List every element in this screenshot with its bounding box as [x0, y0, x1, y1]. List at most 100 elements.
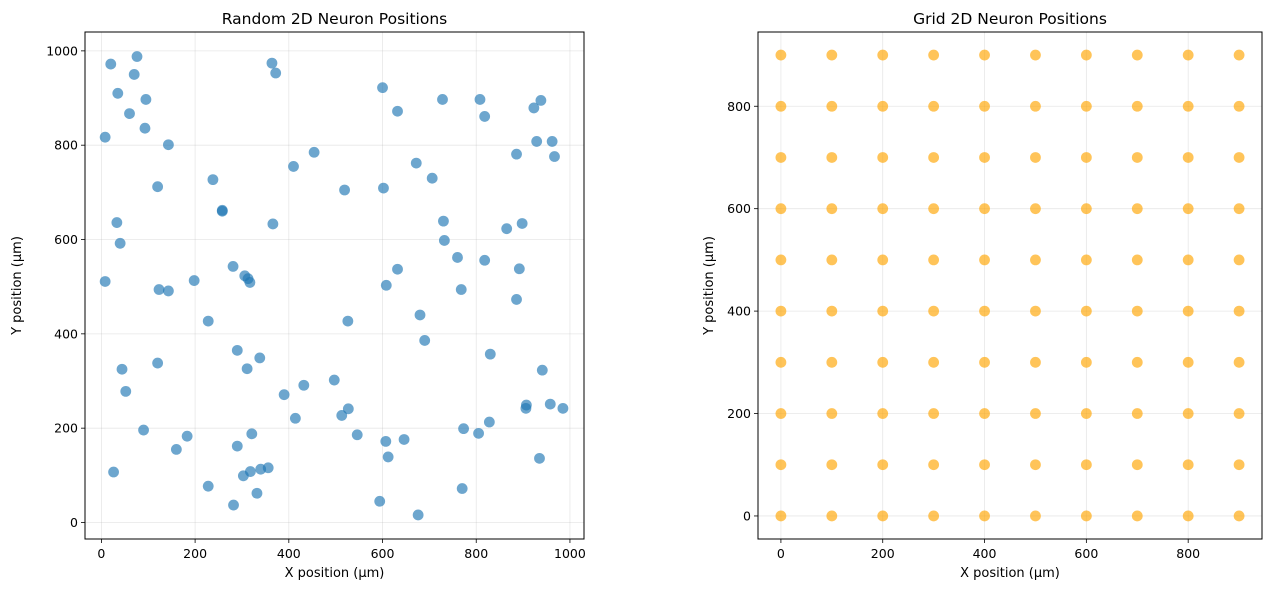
data-point	[246, 428, 258, 440]
data-point	[336, 410, 348, 421]
axes-frame	[757, 31, 1263, 540]
y-tick-label: 0	[70, 515, 78, 530]
data-point	[513, 263, 525, 275]
data-point	[1233, 408, 1245, 419]
data-point	[928, 510, 940, 522]
data-point	[139, 122, 151, 134]
data-point	[228, 499, 239, 511]
data-point	[426, 172, 438, 184]
data-point	[474, 94, 486, 105]
x-tick-label: 0	[97, 546, 105, 561]
data-point	[516, 218, 528, 229]
data-point	[128, 69, 140, 80]
data-point	[1233, 203, 1245, 215]
data-point	[826, 152, 838, 163]
data-point	[231, 344, 243, 356]
data-point	[826, 203, 838, 215]
data-points	[99, 51, 569, 521]
data-point	[152, 181, 164, 193]
y-tick-label: 200	[54, 421, 78, 436]
data-point	[877, 203, 889, 215]
data-point	[120, 385, 132, 397]
data-point	[473, 427, 484, 439]
data-point	[374, 495, 386, 507]
data-point	[1080, 100, 1092, 112]
data-point	[826, 459, 838, 471]
data-point	[131, 51, 143, 62]
data-point	[342, 315, 354, 327]
data-point	[877, 100, 889, 112]
data-point	[207, 174, 219, 186]
data-point	[456, 483, 468, 494]
data-point	[1030, 203, 1041, 215]
y-tick-label: 800	[54, 138, 78, 153]
data-point	[1131, 510, 1143, 522]
data-point	[398, 434, 410, 445]
data-point	[1131, 152, 1143, 163]
data-point	[528, 102, 540, 114]
y-tick-label: 400	[727, 304, 751, 319]
data-point	[1131, 100, 1143, 112]
data-point	[202, 480, 214, 492]
y-tick-label: 0	[743, 508, 751, 523]
data-point	[188, 275, 200, 286]
grid-lines	[758, 32, 1262, 539]
data-point	[438, 235, 450, 246]
x-tick-label: 400	[973, 546, 997, 561]
data-point	[1030, 408, 1041, 419]
data-point	[511, 294, 522, 305]
data-point	[979, 254, 990, 266]
data-point	[108, 466, 119, 478]
x-axis-label: X position (µm)	[960, 566, 1060, 581]
x-tick-label: 600	[371, 546, 395, 561]
data-point	[289, 412, 301, 424]
data-point	[1030, 49, 1041, 61]
data-point	[535, 94, 547, 106]
data-point	[112, 87, 124, 99]
data-point	[979, 305, 990, 317]
data-point	[1233, 510, 1245, 522]
data-point	[438, 215, 449, 227]
data-point	[170, 443, 182, 455]
data-point	[979, 408, 990, 419]
data-point	[1080, 305, 1092, 317]
data-point	[1233, 305, 1245, 317]
data-point	[181, 430, 193, 442]
data-point	[380, 279, 392, 291]
data-point	[826, 254, 838, 266]
data-point	[546, 136, 558, 147]
data-point	[124, 108, 135, 119]
x-tick-label: 800	[1176, 546, 1200, 561]
data-point	[877, 305, 889, 317]
data-point	[1233, 152, 1245, 163]
data-point	[267, 218, 279, 230]
data-point	[775, 459, 787, 471]
data-point	[1030, 356, 1041, 368]
data-point	[979, 459, 990, 471]
data-point	[544, 398, 556, 410]
data-point	[163, 285, 174, 297]
data-point	[826, 49, 838, 61]
data-point	[928, 203, 940, 215]
data-point	[479, 111, 491, 122]
data-point	[484, 348, 496, 360]
data-point	[979, 510, 990, 522]
data-point	[114, 237, 126, 249]
data-point	[928, 305, 940, 317]
data-point	[298, 379, 310, 391]
data-point	[877, 510, 889, 522]
x-tick-label: 1000	[554, 546, 586, 561]
y-tick-label: 400	[54, 326, 78, 341]
x-tick-label: 0	[777, 546, 785, 561]
data-point	[227, 260, 239, 272]
data-point	[520, 402, 532, 414]
data-point	[262, 462, 274, 474]
data-point	[244, 277, 256, 288]
data-point	[775, 254, 787, 266]
data-point	[826, 356, 838, 368]
data-point	[1182, 152, 1194, 163]
y-tick-label: 600	[727, 201, 751, 216]
data-point	[278, 389, 290, 401]
data-point	[511, 148, 522, 160]
data-point	[775, 203, 787, 215]
